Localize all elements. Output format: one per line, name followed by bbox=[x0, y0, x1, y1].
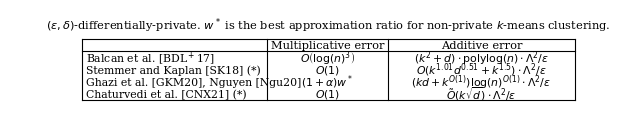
Text: Chaturvedi et al. [CNX21] (*): Chaturvedi et al. [CNX21] (*) bbox=[86, 89, 246, 99]
Text: Multiplicative error: Multiplicative error bbox=[271, 41, 384, 51]
Text: $O(1)$: $O(1)$ bbox=[315, 87, 340, 100]
Text: Ghazi et al. [GKM20], Nguyen [Ngu20]: Ghazi et al. [GKM20], Nguyen [Ngu20] bbox=[86, 77, 301, 87]
Text: Additive error: Additive error bbox=[441, 41, 522, 51]
Text: Balcan et al. [BDL$^+$17]: Balcan et al. [BDL$^+$17] bbox=[86, 50, 215, 66]
Text: $O(1)$: $O(1)$ bbox=[315, 63, 340, 76]
Text: $(kd+k^{O(1)})\log(n)^{O(1)}\cdot\Lambda^2/\varepsilon$: $(kd+k^{O(1)})\log(n)^{O(1)}\cdot\Lambda… bbox=[412, 73, 551, 91]
Text: $\tilde{O}(k\sqrt{d})\cdot\Lambda^2/\varepsilon$: $\tilde{O}(k\sqrt{d})\cdot\Lambda^2/\var… bbox=[446, 85, 516, 102]
Text: $O(k^{1.01}d^{0.51}+k^{1.5})\cdot\Lambda^2/\varepsilon$: $O(k^{1.01}d^{0.51}+k^{1.5})\cdot\Lambda… bbox=[416, 61, 547, 79]
Text: Stemmer and Kaplan [SK18] (*): Stemmer and Kaplan [SK18] (*) bbox=[86, 65, 260, 75]
Text: $(\varepsilon, \delta)$-differentially-private. $w^*$ is the best approximation : $(\varepsilon, \delta)$-differentially-p… bbox=[46, 16, 610, 35]
Text: $(1+\alpha)w^*$: $(1+\alpha)w^*$ bbox=[301, 73, 354, 91]
Text: $O\left(\log(n)^3\right)$: $O\left(\log(n)^3\right)$ bbox=[300, 49, 355, 67]
Text: $(k^2+d)\cdot\mathrm{poly}\log(n)\cdot\Lambda^2/\varepsilon$: $(k^2+d)\cdot\mathrm{poly}\log(n)\cdot\L… bbox=[414, 49, 549, 67]
